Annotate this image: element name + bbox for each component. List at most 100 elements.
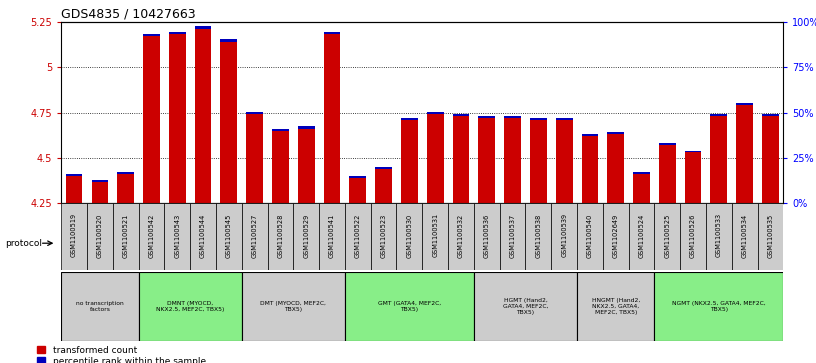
Bar [732, 203, 757, 270]
Text: GSM1100544: GSM1100544 [200, 213, 206, 258]
Text: GSM1100522: GSM1100522 [355, 213, 361, 258]
Bar [552, 203, 577, 270]
Bar [401, 120, 418, 203]
Bar [370, 203, 397, 270]
Bar [736, 105, 753, 203]
Bar [242, 203, 268, 270]
Bar [706, 203, 732, 270]
Bar [659, 143, 676, 145]
Bar [427, 112, 444, 114]
Bar [61, 272, 139, 341]
Text: GSM1100535: GSM1100535 [768, 213, 774, 258]
Bar [474, 272, 577, 341]
Bar [423, 203, 448, 270]
Bar [401, 118, 418, 120]
Bar [397, 203, 423, 270]
Bar [220, 39, 237, 42]
Text: GSM1100530: GSM1100530 [406, 213, 412, 258]
Text: no transcription
factors: no transcription factors [76, 301, 124, 312]
Bar [603, 203, 628, 270]
Text: GSM1100523: GSM1100523 [380, 213, 387, 258]
Text: GSM1100528: GSM1100528 [277, 213, 283, 258]
Bar [711, 116, 727, 203]
Bar [633, 174, 650, 203]
Text: GSM1102649: GSM1102649 [613, 213, 619, 258]
Bar [530, 118, 547, 120]
Bar [607, 132, 624, 134]
Bar [478, 118, 495, 203]
Bar [293, 203, 319, 270]
Bar [711, 114, 727, 116]
Bar [272, 131, 289, 203]
Text: GSM1100531: GSM1100531 [432, 213, 438, 257]
Bar [681, 203, 706, 270]
Bar [113, 203, 139, 270]
Bar [556, 120, 573, 203]
Bar [530, 120, 547, 203]
Bar [757, 203, 783, 270]
Bar [246, 114, 263, 203]
Bar [118, 174, 134, 203]
Bar [448, 203, 474, 270]
Bar [91, 182, 109, 203]
Bar [427, 114, 444, 203]
Text: GSM1100527: GSM1100527 [251, 213, 258, 258]
Text: GSM1100532: GSM1100532 [458, 213, 464, 258]
Bar [762, 114, 778, 116]
Text: GDS4835 / 10427663: GDS4835 / 10427663 [61, 8, 196, 21]
Bar [582, 136, 598, 203]
Text: GSM1100542: GSM1100542 [149, 213, 154, 258]
Bar [246, 112, 263, 114]
Text: DMNT (MYOCD,
NKX2.5, MEF2C, TBX5): DMNT (MYOCD, NKX2.5, MEF2C, TBX5) [156, 301, 224, 312]
Bar [195, 26, 211, 29]
Bar [499, 203, 526, 270]
Bar [118, 172, 134, 174]
Bar [324, 32, 340, 34]
Bar [195, 29, 211, 203]
Text: GSM1100529: GSM1100529 [304, 213, 309, 258]
Text: GMT (GATA4, MEF2C,
TBX5): GMT (GATA4, MEF2C, TBX5) [378, 301, 441, 312]
Bar [324, 34, 340, 203]
Bar [345, 272, 474, 341]
Legend: transformed count, percentile rank within the sample: transformed count, percentile rank withi… [38, 346, 206, 363]
Bar [349, 176, 366, 178]
Bar [139, 272, 242, 341]
Bar [319, 203, 345, 270]
Bar [607, 134, 624, 203]
Bar [685, 152, 702, 203]
Text: GSM1100525: GSM1100525 [664, 213, 670, 258]
Bar [654, 203, 681, 270]
Bar [659, 145, 676, 203]
Bar [633, 172, 650, 174]
Text: GSM1100536: GSM1100536 [484, 213, 490, 258]
Bar [582, 134, 598, 136]
Bar [577, 203, 603, 270]
Bar [628, 203, 654, 270]
Bar [220, 42, 237, 203]
Bar [216, 203, 242, 270]
Bar [375, 167, 392, 169]
Bar [474, 203, 499, 270]
Bar [190, 203, 216, 270]
Bar [143, 36, 160, 203]
Bar [762, 116, 778, 203]
Bar [453, 114, 469, 116]
Text: protocol: protocol [5, 239, 42, 248]
Bar [504, 116, 521, 118]
Text: GSM1100524: GSM1100524 [638, 213, 645, 258]
Text: GSM1100543: GSM1100543 [175, 213, 180, 258]
Bar [164, 203, 190, 270]
Text: GSM1100526: GSM1100526 [690, 213, 696, 258]
Bar [526, 203, 552, 270]
Bar [654, 272, 783, 341]
Bar [66, 174, 82, 176]
Text: DMT (MYOCD, MEF2C,
TBX5): DMT (MYOCD, MEF2C, TBX5) [260, 301, 326, 312]
Bar [169, 32, 186, 34]
Bar [268, 203, 293, 270]
Text: GSM1100534: GSM1100534 [742, 213, 747, 258]
Bar [736, 103, 753, 105]
Bar [375, 169, 392, 203]
Bar [139, 203, 164, 270]
Bar [61, 203, 87, 270]
Bar [242, 272, 345, 341]
